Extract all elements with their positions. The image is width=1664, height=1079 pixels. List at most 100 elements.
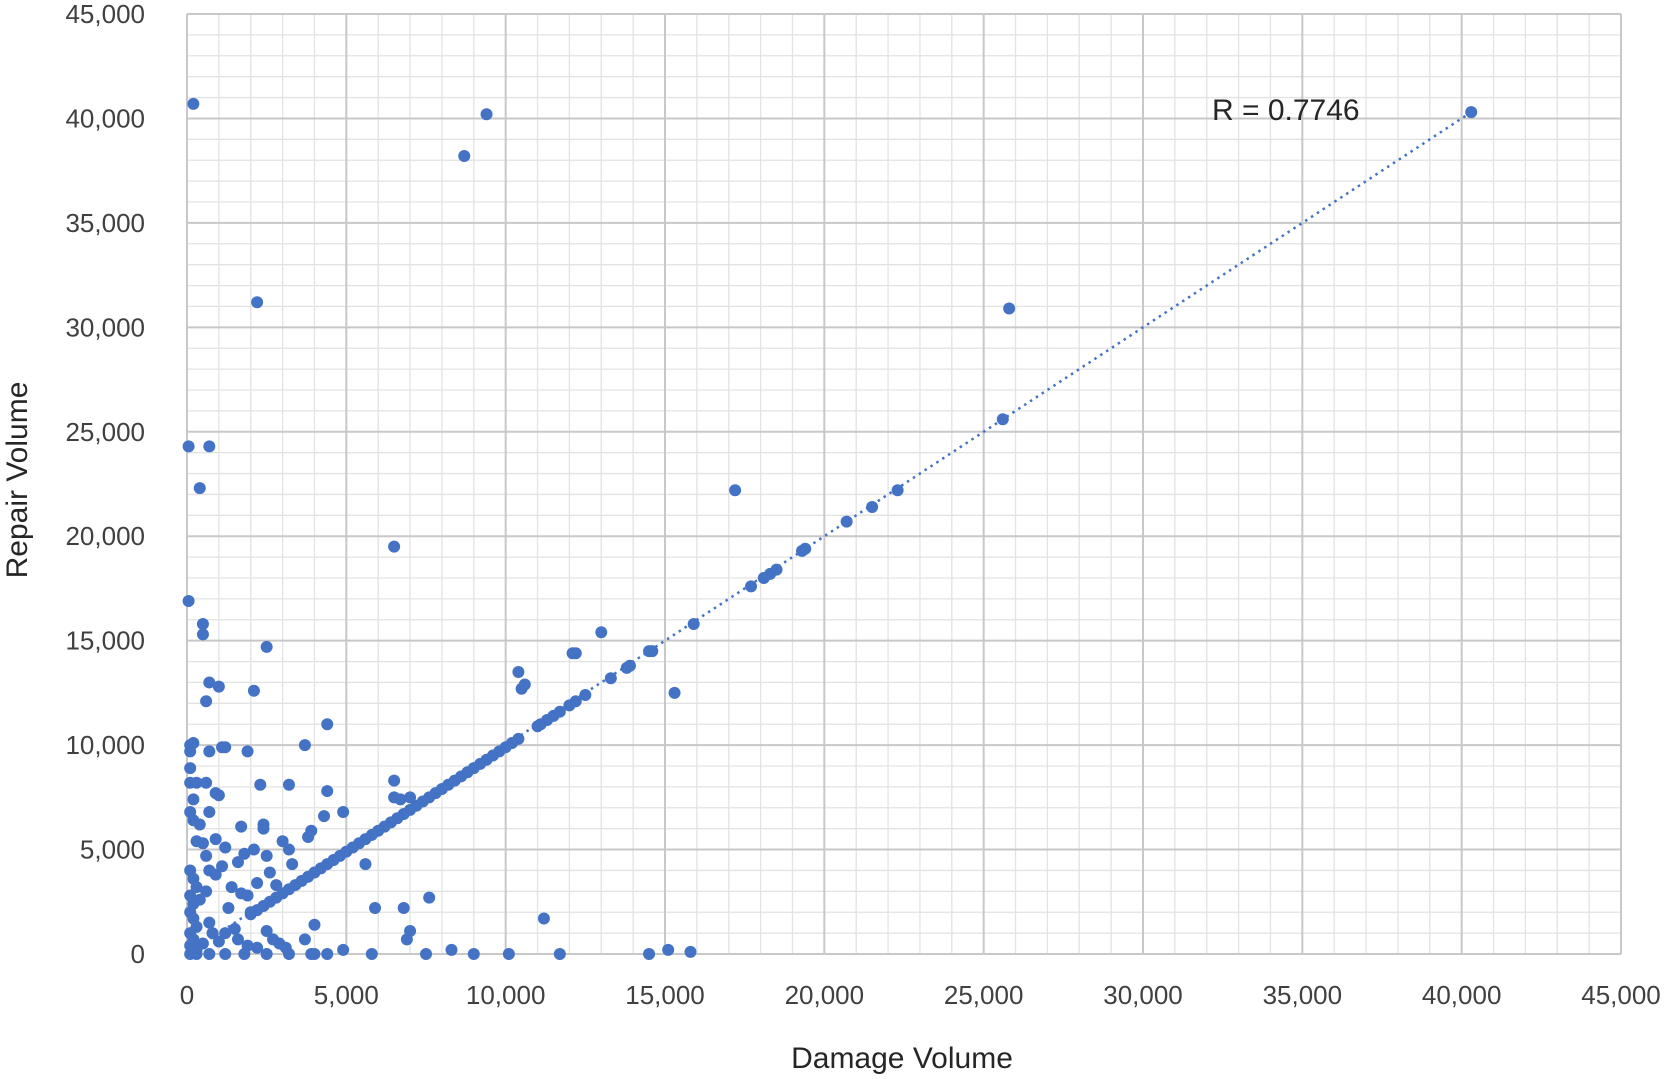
y-tick-label: 5,000 [80, 835, 145, 865]
data-point [643, 948, 656, 960]
x-tick-label: 20,000 [785, 980, 865, 1010]
data-point [193, 818, 206, 831]
data-point [643, 645, 656, 658]
data-point [404, 791, 417, 804]
data-point [458, 150, 471, 163]
data-point [184, 762, 197, 775]
data-point [244, 906, 257, 919]
x-axis-title: Damage Volume [791, 1042, 1013, 1075]
data-point [388, 774, 401, 787]
data-point [203, 745, 216, 758]
data-point [866, 500, 879, 513]
data-point [480, 108, 493, 121]
data-point [260, 948, 273, 960]
data-point [235, 887, 248, 900]
data-point [502, 948, 515, 960]
data-point [219, 948, 232, 960]
data-point [595, 626, 608, 639]
data-point [209, 833, 222, 846]
data-point [260, 849, 273, 862]
y-tick-label: 25,000 [65, 417, 145, 447]
data-point [745, 580, 758, 593]
data-point [321, 948, 334, 960]
y-tick-label: 10,000 [65, 730, 145, 760]
data-point [182, 440, 195, 453]
data-point [620, 661, 633, 674]
data-point [196, 837, 209, 850]
data-point [260, 640, 273, 653]
data-point [238, 948, 251, 960]
data-point [563, 699, 576, 712]
data-point [200, 885, 213, 898]
data-point [308, 948, 321, 960]
y-tick-label: 40,000 [65, 103, 145, 133]
data-point [238, 847, 251, 860]
data-point [684, 945, 697, 958]
data-point [187, 793, 200, 806]
major-gridlines [186, 13, 1622, 955]
x-tick-label: 30,000 [1103, 980, 1183, 1010]
x-tick-label: 25,000 [944, 980, 1024, 1010]
data-point [318, 810, 331, 823]
y-tick-label: 0 [131, 939, 145, 969]
data-point [757, 572, 770, 584]
data-point [203, 805, 216, 818]
data-point [512, 666, 525, 678]
data-point [260, 925, 273, 938]
data-point [420, 948, 432, 960]
data-point [298, 739, 311, 752]
data-point [184, 745, 197, 758]
data-point [729, 484, 742, 497]
data-point [203, 948, 216, 960]
data-point [467, 948, 480, 960]
data-point [321, 718, 334, 731]
data-point [286, 858, 299, 871]
x-tick-label: 5,000 [314, 980, 379, 1010]
x-tick-label: 45,000 [1581, 980, 1661, 1010]
data-point [662, 943, 675, 956]
data-point [251, 876, 264, 889]
data-point [247, 684, 260, 697]
data-point [531, 720, 544, 733]
correlation-annotation: R = 0.7746 [1212, 94, 1360, 127]
data-point [212, 789, 225, 802]
data-point [203, 676, 216, 689]
data-point [668, 686, 681, 699]
data-point [241, 745, 254, 758]
data-point [337, 943, 350, 956]
x-tick-label: 15,000 [625, 980, 705, 1010]
data-point [182, 594, 195, 607]
x-axis-ticks: 0 5,000 10,000 15,000 20,000 25,000 30,000 35,0… [180, 980, 1661, 1010]
data-point [298, 933, 311, 946]
data-point [388, 540, 401, 553]
data-point [276, 835, 289, 848]
data-point [687, 617, 700, 630]
data-point [1003, 302, 1016, 315]
y-tick-label: 30,000 [65, 312, 145, 342]
data-point [251, 296, 264, 309]
data-point [394, 793, 407, 806]
data-point [212, 935, 225, 948]
y-tick-label: 20,000 [65, 521, 145, 551]
data-point [445, 943, 458, 956]
data-point [254, 778, 267, 791]
data-point [423, 891, 436, 904]
data-point [369, 902, 382, 915]
data-point [282, 948, 295, 960]
data-point [206, 927, 219, 940]
data-point [196, 617, 209, 630]
x-tick-label: 0 [180, 980, 194, 1010]
data-point [337, 805, 350, 818]
data-point [231, 933, 244, 946]
data-point [193, 482, 206, 495]
data-point [257, 822, 270, 835]
data-point [365, 948, 378, 960]
data-point [212, 680, 225, 693]
y-tick-label: 15,000 [65, 626, 145, 656]
data-point [225, 881, 238, 894]
data-point [203, 916, 216, 929]
data-point [216, 860, 229, 873]
data-point [222, 902, 235, 915]
data-point [579, 688, 592, 701]
data-point [840, 515, 853, 528]
